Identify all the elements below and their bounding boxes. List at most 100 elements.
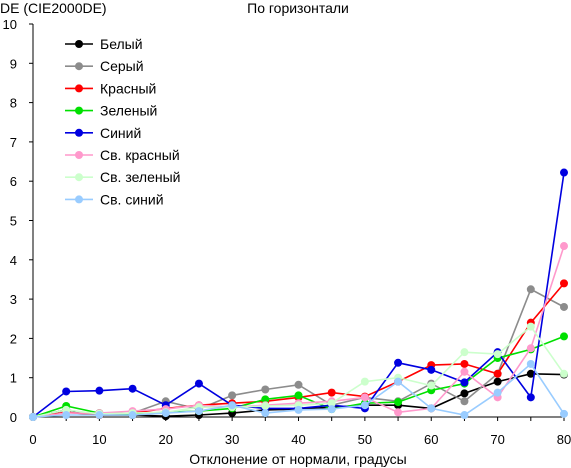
data-point [360,377,369,386]
y-tick-label: 0 [10,410,17,425]
y-tick-label: 4 [10,253,17,268]
legend-item: Зеленый [65,103,157,119]
legend-item: Синий [65,125,141,141]
x-tick-label: 70 [490,432,504,447]
legend-item: Белый [65,36,143,52]
data-point [493,388,502,397]
legend-swatch-marker [75,173,83,182]
legend-swatch-marker [75,84,83,93]
legend-label: Св. синий [100,191,164,207]
legend-item: Красный [65,80,156,96]
y-tick-label: 7 [10,135,17,150]
legend-label: Белый [100,36,143,52]
y-tick-label: 8 [10,96,17,111]
data-point [460,378,469,387]
data-point [560,279,568,288]
data-point [62,411,71,420]
data-point [161,409,170,418]
x-tick-label: 60 [424,432,438,447]
data-point [460,348,469,357]
data-point [360,393,369,402]
data-point [261,409,270,418]
data-point [560,369,568,378]
data-point [427,381,436,390]
x-axis-title: Отклонение от нормали, градусы [189,451,406,467]
data-point [327,399,336,408]
legend-swatch-marker [75,128,83,137]
x-tick-label: 40 [291,432,305,447]
data-point [228,401,237,410]
data-point [560,168,568,177]
data-point [228,391,237,400]
x-tick-label: 50 [358,432,372,447]
y-tick-label: 1 [10,371,17,386]
data-point [194,407,203,416]
data-point [261,385,270,394]
x-tick-label: 0 [29,432,36,447]
data-point [526,369,535,378]
data-point [128,411,137,420]
data-point [460,397,469,406]
series-line [32,245,565,418]
y-tick-label: 9 [10,56,17,71]
legend-label: Серый [100,58,144,74]
x-tick-label: 80 [557,432,571,447]
data-point [560,242,568,251]
data-point [261,401,270,410]
data-point [493,350,502,359]
axes: 0 1 2 3 4 5 6 7 8 9 10 0 10 20 30 40 50 60 70 80 [3,17,571,447]
y-tick-label: 10 [3,17,17,32]
data-point [526,393,535,402]
x-tick-label: 10 [92,432,106,447]
data-point [194,379,203,388]
legend-item: Св. синий [65,191,164,207]
legend-swatch-marker [75,62,83,71]
legend-label: Св. зеленый [100,169,180,185]
legend-swatch-marker [75,40,83,48]
legend-item: Св. зеленый [65,169,180,185]
data-point [327,405,336,414]
y-tick-label: 2 [10,331,17,346]
legend-label: Св. красный [100,147,180,163]
legend-label: Красный [100,80,156,96]
legend-label: Зеленый [100,103,157,119]
legend-swatch-marker [75,106,83,115]
data-point [460,367,469,376]
y-tick-label: 6 [10,174,17,189]
legend-label: Синий [100,125,141,141]
data-point [394,398,403,407]
data-point [394,358,403,367]
data-point [62,387,71,396]
x-tick-label: 30 [225,432,239,447]
data-point [261,395,270,404]
data-point [360,401,369,410]
y-tick-label: 3 [10,292,17,307]
data-point [294,380,303,389]
x-tick-label: 20 [159,432,173,447]
data-point [29,413,37,421]
data-point [294,405,303,414]
legend-item: Св. красный [65,147,180,163]
data-point [493,369,502,378]
data-point [526,344,535,353]
data-point [327,388,336,397]
data-point [95,386,104,395]
data-point [493,377,502,386]
data-point [427,404,436,413]
legend-item: Серый [65,58,144,74]
y-axis-title: DE (CIE2000DE) [0,0,107,16]
data-point [128,384,137,393]
legend: Белый Серый Красный Зеленый Синий Св. красный… [65,36,180,207]
data-point [526,285,535,294]
series-8 [29,359,568,421]
data-point [526,322,535,331]
data-point [560,302,568,311]
data-point [294,391,303,400]
data-point [560,332,568,341]
data-point [460,411,469,420]
legend-swatch-marker [75,195,83,204]
data-point [95,411,104,420]
chart-title: По горизонтали [247,0,349,16]
data-point [526,359,535,368]
